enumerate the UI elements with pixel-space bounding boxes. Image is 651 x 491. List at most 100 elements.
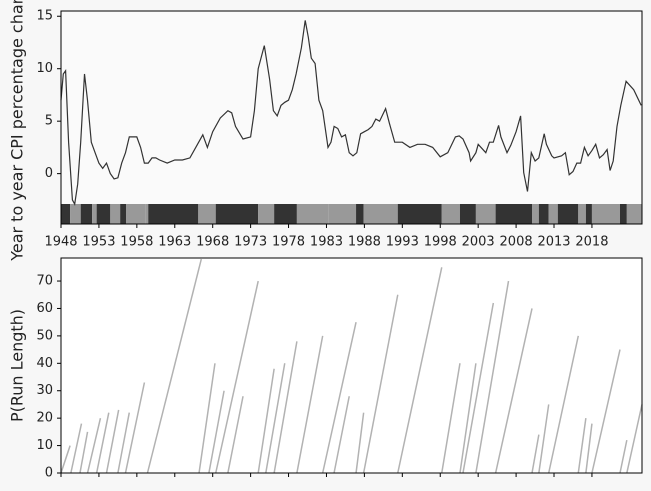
run-length-streak — [547, 335, 580, 474]
run-length-streak — [333, 396, 350, 474]
regime-segment — [198, 204, 216, 224]
x-tick-label: 2013 — [537, 235, 570, 250]
y-tick-label: 15 — [36, 9, 53, 24]
x-tick-label: 1953 — [82, 235, 115, 250]
regime-segment — [397, 204, 442, 224]
run-length-streak — [124, 382, 146, 474]
x-tick-label: 2008 — [500, 235, 533, 250]
regime-segment — [441, 204, 460, 224]
y-tick-label: 30 — [36, 383, 53, 398]
regime-segment — [148, 204, 199, 224]
run-length-streak — [117, 412, 131, 474]
plot-frame — [60, 257, 643, 474]
run-length-streak — [619, 439, 628, 474]
regime-segment — [215, 204, 259, 224]
regime-segment — [578, 204, 586, 224]
run-length-streak — [95, 412, 110, 474]
x-tick-label: 1983 — [310, 235, 343, 250]
regime-segment — [585, 204, 592, 224]
run-length-streak — [591, 349, 621, 474]
regime-segment — [110, 204, 121, 224]
y-axis-label: P(Run Length) — [8, 309, 27, 422]
regime-segment — [620, 204, 627, 224]
plot-frame — [60, 10, 643, 225]
x-tick-label: 1993 — [386, 235, 419, 250]
regime-segment — [626, 204, 642, 224]
run-length-streak — [362, 294, 399, 474]
run-length-streak — [273, 341, 298, 474]
run-length-streak — [257, 368, 275, 474]
regime-segment — [548, 204, 558, 224]
run-length-streak — [86, 417, 102, 474]
regime-segment — [557, 204, 579, 224]
regime-segment — [328, 204, 357, 224]
x-tick-label: 1968 — [196, 235, 229, 250]
run-length-streak — [538, 404, 550, 474]
x-tick-label: 1963 — [158, 235, 191, 250]
x-tick-label: 1973 — [234, 235, 267, 250]
run-length-streak — [475, 280, 510, 474]
x-tick-label: 1978 — [272, 235, 305, 250]
run-length-streak — [585, 423, 593, 474]
regime-segment — [363, 204, 398, 224]
y-axis-label: Year to year CPI percentage change — [8, 0, 27, 262]
x-tick-label: 1948 — [44, 235, 77, 250]
regime-segment — [591, 204, 621, 224]
y-tick-label: 40 — [36, 356, 53, 371]
run-length-streak — [459, 363, 477, 474]
regime-segment — [459, 204, 476, 224]
y-tick-label: 0 — [45, 166, 53, 181]
y-tick-label: 20 — [36, 411, 53, 426]
run-length-streak — [227, 396, 244, 474]
regime-segment — [80, 204, 93, 224]
regime-segment — [495, 204, 533, 224]
regime-segment — [475, 204, 496, 224]
run-length-streak — [626, 404, 643, 474]
y-tick-label: 10 — [36, 61, 53, 76]
regime-segment — [258, 204, 275, 224]
regime-segment — [538, 204, 549, 224]
regime-segment — [96, 204, 111, 224]
regime-segment — [145, 204, 149, 224]
regime-segment — [296, 204, 329, 224]
plot-area — [61, 11, 642, 224]
run-length-streak — [79, 431, 89, 474]
run-length-streak — [494, 308, 533, 474]
plot-area — [61, 258, 642, 473]
run-length-streak — [60, 445, 71, 474]
run-length-streak — [441, 363, 461, 474]
run-length-streak — [296, 335, 324, 474]
run-length-streak — [462, 302, 495, 474]
run-length-streak — [265, 363, 286, 474]
regime-segment — [70, 204, 81, 224]
run-length-streak — [146, 258, 203, 474]
y-tick-label: 10 — [36, 438, 53, 453]
regime-segment — [92, 204, 97, 224]
x-tick-label: 2003 — [462, 235, 495, 250]
regime-segment — [274, 204, 297, 224]
x-tick-label: 1988 — [348, 235, 381, 250]
run-length-streak — [214, 280, 259, 474]
run-length-streak — [208, 390, 225, 474]
regime-segment — [356, 204, 364, 224]
run-length-streak — [531, 434, 540, 474]
regime-segment — [120, 204, 127, 224]
y-tick-label: 50 — [36, 328, 53, 343]
x-tick-label: 1958 — [120, 235, 153, 250]
x-tick-label: 2018 — [575, 235, 608, 250]
run-length-streak — [355, 412, 365, 474]
y-tick-label: 5 — [45, 114, 53, 129]
x-tick-label: 1998 — [424, 235, 457, 250]
y-tick-label: 60 — [36, 301, 53, 316]
regime-segment — [532, 204, 539, 224]
run-length-streak — [397, 267, 443, 474]
regime-segment — [126, 204, 146, 224]
run-length-streak — [70, 423, 83, 474]
y-tick-label: 70 — [36, 274, 53, 289]
run-length-streak — [105, 409, 120, 474]
run-length-streak — [198, 363, 216, 474]
y-tick-label: 0 — [45, 466, 53, 481]
cpi-line — [60, 20, 642, 206]
run-length-streak — [577, 418, 587, 474]
